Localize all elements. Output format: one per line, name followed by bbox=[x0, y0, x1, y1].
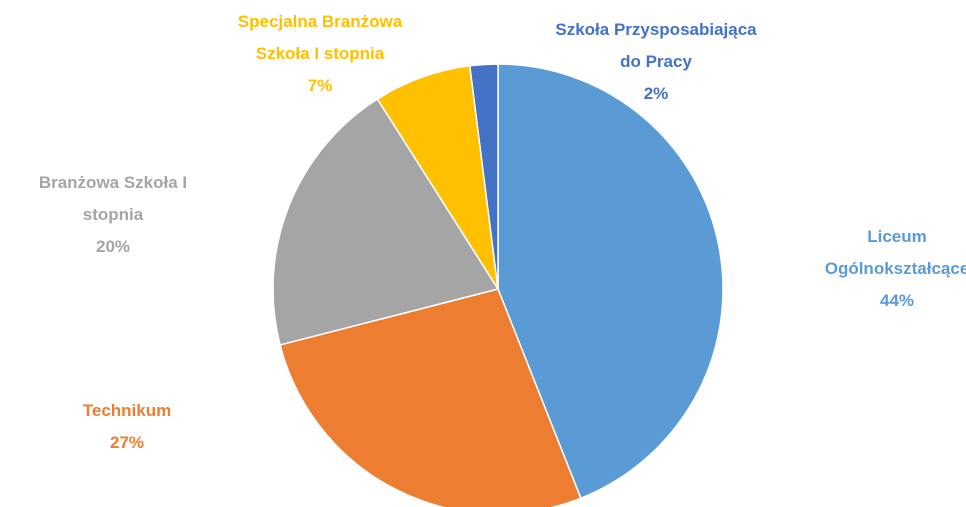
category-label: Liceum Ogólnokształcące bbox=[824, 227, 966, 278]
slice-label: Branżowa Szkoła I stopnia 20% bbox=[16, 167, 211, 263]
category-label: Technikum bbox=[82, 401, 172, 420]
value-label: 7% bbox=[307, 76, 333, 95]
pie-slice bbox=[279, 288, 582, 507]
value-label: 2% bbox=[643, 84, 669, 103]
pie-slice bbox=[272, 97, 500, 346]
value-label: 20% bbox=[95, 237, 131, 256]
slice-label: Specjalna Branżowa Szkoła I stopnia 7% bbox=[223, 6, 418, 102]
slice-label: Szkoła Przysposabiająca do Pracy 2% bbox=[544, 14, 769, 110]
category-label: Szkoła Przysposabiająca do Pracy bbox=[555, 20, 757, 71]
category-label: Specjalna Branżowa Szkoła I stopnia bbox=[237, 12, 403, 63]
value-label: 44% bbox=[879, 291, 915, 310]
slice-label: Liceum Ogólnokształcące 44% bbox=[822, 221, 966, 317]
value-label: 27% bbox=[109, 433, 145, 452]
slice-label: Technikum 27% bbox=[52, 395, 202, 459]
category-label: Branżowa Szkoła I stopnia bbox=[38, 173, 188, 224]
pie-slice bbox=[468, 63, 499, 290]
pie-slice bbox=[497, 63, 724, 500]
